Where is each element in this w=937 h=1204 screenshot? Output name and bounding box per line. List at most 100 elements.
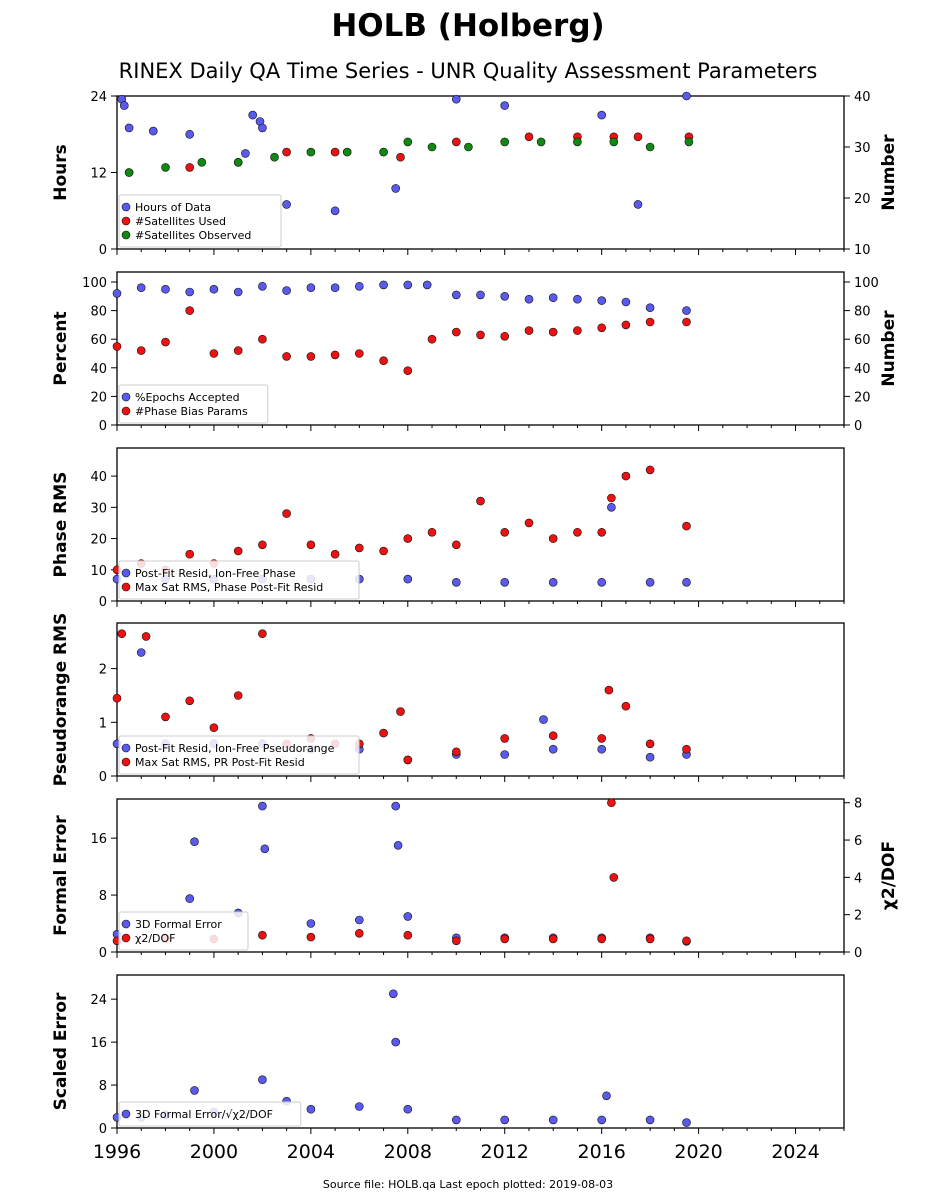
y2-tick-label: 2 [854, 909, 862, 924]
x-tick-label: 2016 [577, 1141, 625, 1163]
data-point [396, 152, 405, 162]
data-point [391, 184, 401, 193]
data-point [112, 693, 122, 703]
legend-box [118, 1101, 302, 1127]
data-point [233, 691, 243, 700]
y-tick-label: 0 [99, 1122, 107, 1137]
data-point [282, 147, 291, 157]
data-point [258, 801, 267, 811]
data-point [379, 280, 388, 290]
y-tick-label: 8 [99, 889, 107, 904]
legend-label: Max Sat RMS, Phase Post-Fit Resid [135, 581, 323, 594]
data-point [354, 349, 364, 358]
data-point [597, 934, 607, 944]
data-point [233, 158, 243, 167]
data-point [451, 577, 461, 587]
y-tick-label: 0 [99, 770, 107, 785]
data-point [539, 715, 548, 724]
y-axis-label: Phase RMS [51, 472, 71, 578]
data-point [403, 574, 413, 584]
y2-tick-label: 8 [854, 797, 862, 812]
y-tick-label: 100 [82, 276, 107, 291]
data-point [354, 543, 364, 553]
data-point [500, 331, 510, 341]
data-point [403, 137, 413, 147]
y-tick-label: 8 [99, 1079, 107, 1094]
data-point [342, 147, 352, 157]
data-point [621, 701, 631, 711]
data-point [185, 287, 194, 297]
legend-marker [121, 919, 131, 929]
data-point [403, 755, 413, 765]
data-point [597, 744, 607, 754]
data-point [633, 132, 643, 142]
data-point [209, 284, 219, 294]
data-point [403, 1104, 413, 1114]
data-point [306, 540, 316, 550]
x-tick-label: 2004 [287, 1141, 335, 1163]
y2-tick-label: 40 [854, 90, 871, 105]
data-point [645, 934, 655, 944]
data-point [330, 549, 340, 559]
data-point [621, 471, 631, 481]
data-point [112, 342, 122, 351]
data-point [609, 137, 619, 147]
data-point [422, 280, 432, 290]
panel-2: 0 20 40 60 80 100 0 20 40 60 80 100 Percent Number %Ep… [51, 271, 899, 434]
data-point [197, 158, 207, 167]
data-point [258, 281, 267, 291]
y-tick-label: 80 [90, 305, 107, 320]
x-tick-label: 2000 [190, 1141, 238, 1163]
data-point [573, 527, 582, 537]
data-point [476, 290, 485, 300]
data-point [354, 915, 364, 925]
data-point [209, 349, 219, 358]
legend-label: χ2/DOF [135, 932, 176, 945]
data-point [403, 912, 413, 921]
data-point [451, 936, 461, 946]
data-point [548, 731, 558, 741]
data-point [306, 352, 316, 361]
data-point [573, 137, 582, 147]
series-blue [117, 91, 691, 216]
legend: Post-Fit Resid, Ion-Free PseudorangeMax … [118, 735, 360, 775]
data-point [306, 919, 316, 928]
y-tick-label: 24 [90, 993, 107, 1008]
data-point [161, 712, 170, 722]
data-point [548, 744, 558, 754]
data-point [427, 527, 437, 537]
data-point [607, 798, 616, 808]
y2-axis-label: χ2/DOF [879, 841, 899, 910]
y-axis-label: Percent [51, 311, 71, 385]
data-point [136, 346, 146, 355]
data-point [161, 163, 170, 172]
data-point [645, 577, 655, 587]
data-point [524, 294, 534, 304]
data-point [248, 110, 257, 120]
legend-box [118, 384, 269, 424]
x-tick-label: 2008 [384, 1141, 432, 1163]
series-red [112, 629, 691, 765]
data-point [597, 577, 607, 587]
legend-box [118, 560, 360, 600]
data-point [609, 873, 619, 882]
data-point [306, 932, 316, 942]
source-footer: Source file: HOLB.qa Last epoch plotted:… [323, 1178, 613, 1191]
data-point [258, 540, 267, 550]
data-point [524, 132, 534, 142]
data-point [330, 206, 340, 216]
data-point [270, 152, 279, 162]
data-point [682, 521, 691, 531]
data-point [391, 1037, 401, 1047]
data-point [607, 493, 616, 503]
data-point [185, 696, 194, 706]
y2-axis-label: Number [879, 134, 899, 211]
data-point [124, 123, 134, 133]
data-point [141, 632, 151, 641]
data-point [120, 101, 129, 110]
data-point [149, 126, 158, 136]
x-tick-label: 2024 [771, 1141, 819, 1163]
x-tick-label: 1996 [93, 1141, 141, 1163]
